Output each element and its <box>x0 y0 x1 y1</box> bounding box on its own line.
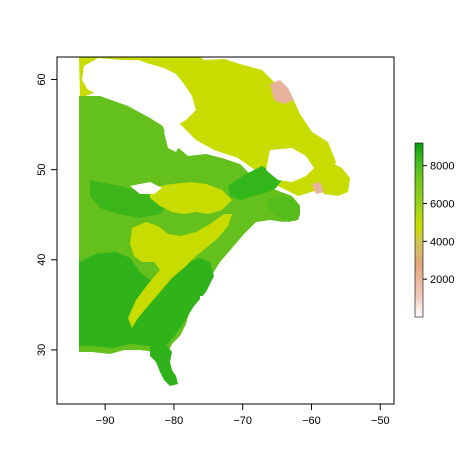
y-tick-label: 40 <box>36 254 48 266</box>
x-axis: −90 −80 −70 −60 −50 <box>96 404 390 427</box>
gulf-st-lawrence-water <box>266 148 314 182</box>
x-tick-label: −70 <box>233 415 252 427</box>
atlantic-water-south <box>57 296 394 404</box>
hudson-bay-water <box>82 58 196 134</box>
y-tick-label: 50 <box>36 164 48 176</box>
florida-peninsula <box>150 344 178 386</box>
legend-tick-label: 2000 <box>430 274 454 286</box>
newfoundland-region <box>316 162 350 196</box>
x-tick-label: −80 <box>165 415 184 427</box>
legend-colorbar <box>414 142 424 318</box>
nova-scotia-green <box>268 196 302 222</box>
x-tick-label: −60 <box>302 415 321 427</box>
x-tick-label: −50 <box>371 415 390 427</box>
y-tick-label: 60 <box>36 73 48 85</box>
newfoundland-pink-tip <box>312 182 324 194</box>
midwest-dark-green <box>90 180 170 218</box>
raster-map <box>57 57 394 404</box>
central-yellow-strip <box>150 182 232 214</box>
legend-tick-label: 8000 <box>430 161 454 173</box>
y-tick-label: 30 <box>36 344 48 356</box>
west-no-data <box>57 57 79 404</box>
legend-axis: 2000 4000 6000 8000 <box>423 161 454 286</box>
great-lakes-water <box>130 182 162 194</box>
northeast-coast-green <box>228 166 282 200</box>
plot-frame <box>56 56 395 405</box>
appalachian-yellow-streak <box>128 214 232 328</box>
legend-tick-label: 4000 <box>430 236 454 248</box>
james-bay-water <box>164 124 184 152</box>
x-tick-label: −90 <box>96 415 115 427</box>
ungava-pink-region <box>270 80 294 104</box>
y-axis: 30 40 50 60 <box>36 73 57 356</box>
legend-tick-label: 6000 <box>430 199 454 211</box>
